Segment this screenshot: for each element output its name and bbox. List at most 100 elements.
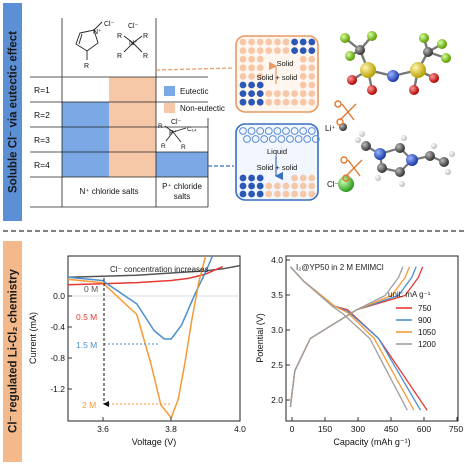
particle: [239, 73, 247, 80]
cl-ion-illustration: Cl⁻: [327, 176, 354, 192]
particle: [308, 98, 316, 106]
particle: [239, 81, 247, 89]
particle: [256, 98, 264, 106]
cv-x-tick-0: 3.6: [97, 424, 109, 434]
solid-particle: [239, 190, 247, 198]
eutectic-legend: Eutectic Non-eutectic: [164, 86, 225, 113]
imidazolium-r-label: R: [84, 63, 89, 70]
particle: [274, 90, 281, 97]
gcd-legend-label-2: 1050: [418, 328, 436, 337]
solid-particle: [291, 174, 298, 182]
cv-y-tick-1: -0.4: [50, 322, 65, 332]
imidazolium-cation-label: N⁺: [93, 28, 102, 36]
imidazolium-structure: [75, 21, 103, 60]
particle: [239, 90, 247, 97]
solid-particle: [299, 182, 307, 190]
particle: [256, 81, 264, 89]
gcd-x-tick-2: 300: [351, 424, 365, 434]
solid-particle: [274, 182, 281, 190]
particle: [248, 64, 256, 72]
gcd-chart-title: I₂@YP50 in 2 M EMIMCl: [296, 263, 384, 272]
liquid-box-bottom-label: Solid + solid: [257, 163, 298, 172]
solid-particle: [308, 182, 316, 190]
particle: [308, 38, 316, 46]
solid-particle: [308, 190, 316, 198]
cv-y-tick-2: -0.8: [50, 353, 65, 363]
legend-swatch-eutectic: [164, 86, 175, 96]
cv-plot-area: [67, 255, 241, 422]
particle: [291, 98, 298, 106]
gcd-y-tick-4: 4.0: [271, 255, 283, 265]
gcd-x-tick-3: 450: [384, 424, 398, 434]
cv-label-1-5m: 1.5 M: [76, 340, 97, 350]
gcd-x-axis-label: Capacity (mAh g⁻¹): [333, 437, 410, 447]
ammonium-r1: R: [117, 33, 122, 40]
particle: [282, 90, 290, 97]
particle: [282, 38, 290, 46]
liquid-particle: [264, 127, 273, 135]
particle: [299, 81, 307, 89]
particle: [239, 38, 247, 46]
row-label-r1: R=1: [34, 85, 50, 95]
solid-particle: [274, 190, 281, 198]
row-label-r4: R=4: [34, 160, 50, 170]
cell-p-r4: [156, 152, 208, 177]
gcd-y-tick-0: 2.0: [271, 395, 283, 405]
particle: [299, 55, 307, 63]
legend-label-non-eutectic: Non-eutectic: [180, 104, 225, 113]
particle: [248, 47, 256, 54]
cv-x-axis-label: Voltage (V): [132, 437, 177, 447]
solid-particle: [256, 182, 264, 190]
cv-label-2m: 2 M: [82, 400, 96, 410]
particle: [308, 81, 316, 89]
cv-series-line-0: [67, 264, 241, 279]
solid-particle: [239, 174, 247, 182]
solid-particle: [291, 182, 298, 190]
p-column-label-1: P⁺ chloride: [162, 182, 202, 191]
ammonium-r4: R: [143, 53, 148, 60]
bottom-section-title-bar: Cl⁻ regulated Li-Cl₂ chemistry: [3, 241, 22, 462]
liquid-particle: [286, 135, 294, 143]
particle: [282, 98, 290, 106]
liquid-particle: [243, 135, 251, 143]
particle: [299, 90, 307, 97]
particle: [274, 38, 281, 46]
particle: [239, 55, 247, 63]
particle: [256, 38, 264, 46]
liquid-particle: [277, 135, 286, 143]
liquid-box-top-label: Liquid: [267, 147, 287, 156]
gcd-x-tick-1: 150: [318, 424, 332, 434]
connector-to-solid-box: [155, 67, 235, 71]
liquid-particle: [239, 127, 247, 135]
legend-label-eutectic: Eutectic: [180, 87, 208, 96]
ammonium-cation-label: N⁺: [129, 39, 138, 47]
particle: [282, 47, 290, 54]
particle: [248, 55, 256, 63]
cv-label-0-5m: 0.5 M: [76, 312, 97, 322]
liquid-particle: [260, 135, 269, 143]
cv-series-line-2: [67, 255, 214, 340]
gcd-legend-label-3: 1200: [418, 340, 436, 349]
solid-particle: [265, 190, 273, 198]
particle: [308, 47, 316, 54]
row-label-r2: R=2: [34, 110, 50, 120]
particle: [265, 38, 273, 46]
particle: [248, 73, 256, 80]
liquid-particle: [256, 127, 265, 135]
imidazolium-anion-label: Cl⁻: [104, 21, 115, 28]
cv-label-0m: 0 M: [84, 284, 98, 294]
particle: [256, 47, 264, 54]
gcd-y-tick-3: 3.5: [271, 290, 283, 300]
p-column-label-2: salts: [174, 192, 190, 201]
particle: [308, 55, 316, 63]
gcd-y-tick-2: 3.0: [271, 325, 283, 335]
gcd-x-tick-4: 600: [417, 424, 431, 434]
cell-n2-r1: [109, 77, 156, 102]
particle: [299, 38, 307, 46]
top-section-title-bar: Soluble Cl⁻ via eutectic effect: [3, 3, 22, 221]
bottom-section-title: Cl⁻ regulated Li-Cl₂ chemistry: [8, 268, 20, 433]
gcd-x-tick-5: 750: [449, 424, 463, 434]
particle: [256, 73, 264, 80]
liquid-particle: [251, 135, 260, 143]
cell-n-r1: [62, 77, 109, 102]
